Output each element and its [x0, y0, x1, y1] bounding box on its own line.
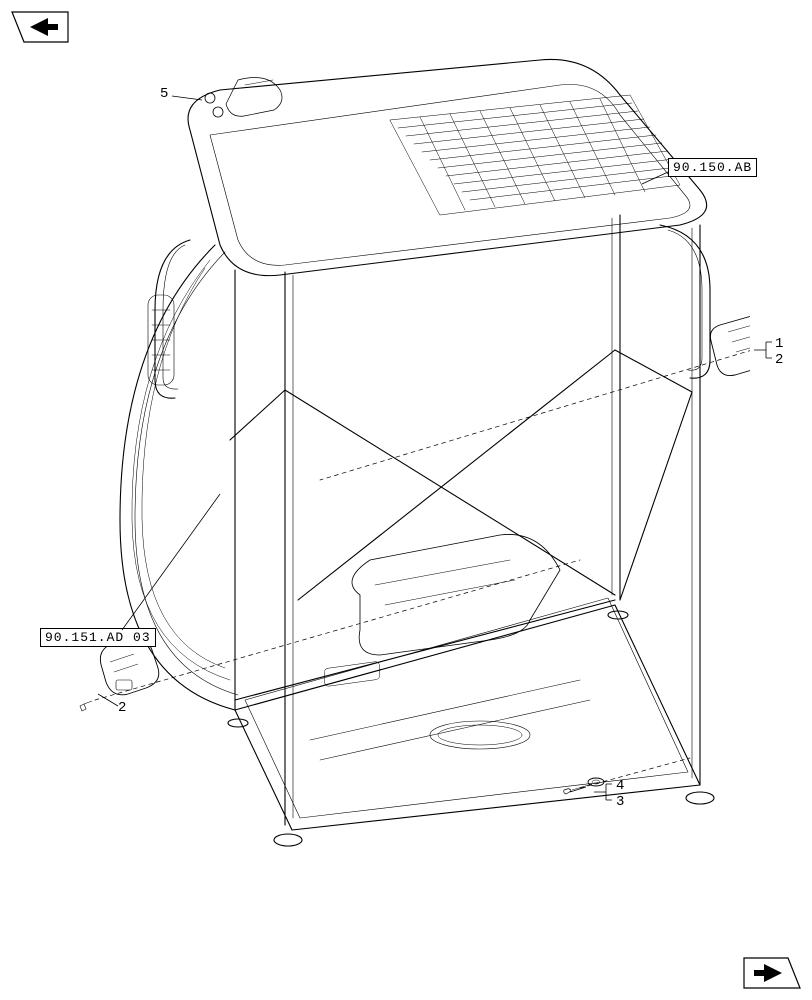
leader-90-151-ad-03 [120, 490, 240, 640]
part-latch-assembly [710, 314, 750, 375]
prev-page-icon[interactable] [10, 10, 70, 44]
next-page-icon[interactable] [742, 956, 802, 990]
leader-1-2 [752, 338, 778, 366]
ref-label-90-150-ab: 90.150.AB [668, 158, 757, 177]
leader-3-4 [592, 780, 618, 808]
figure-container: 90.150.AB 90.151.AD 03 5 1 2 2 4 3 [0, 0, 812, 1000]
leader-2b [96, 690, 122, 710]
leader-90-150-ab [640, 170, 680, 190]
leader-5 [170, 90, 210, 110]
callout-num-5: 5 [160, 86, 168, 102]
